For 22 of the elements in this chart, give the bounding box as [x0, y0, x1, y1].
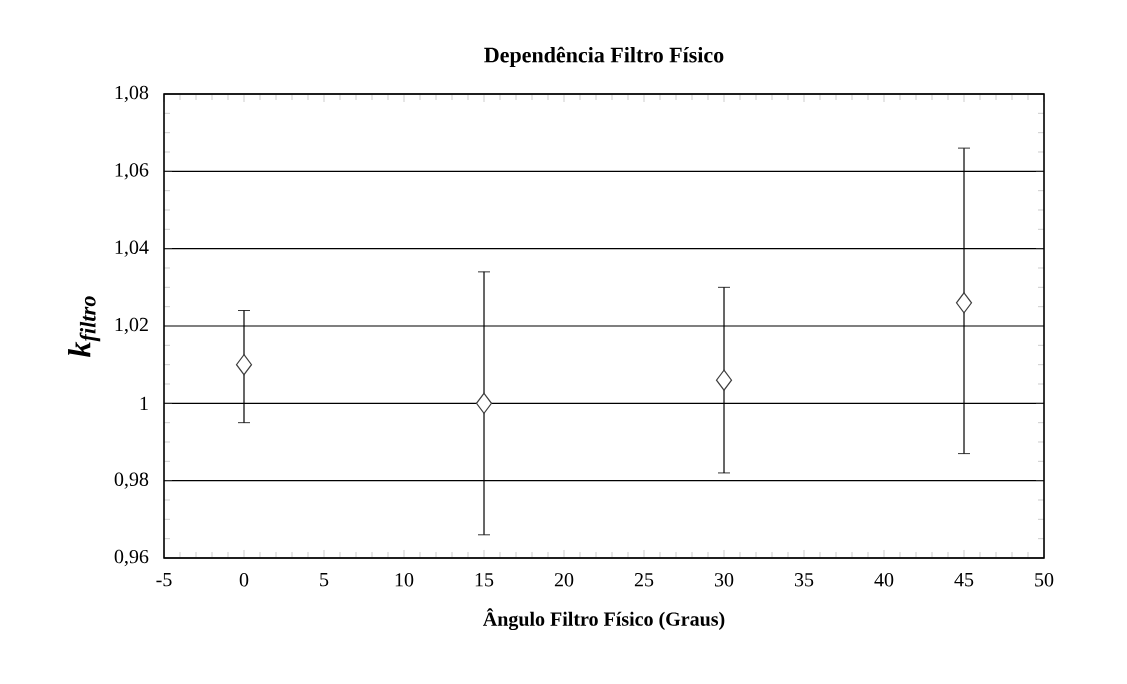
x-tick-label: 0	[239, 573, 249, 587]
x-axis-title: Ângulo Filtro Físico (Graus)	[482, 608, 725, 631]
y-tick-label: 1,08	[115, 85, 149, 103]
y-axis-title: k$_{filtro}$	[68, 296, 101, 358]
x-tick-label: 30	[714, 573, 734, 587]
x-tick-label: 10	[395, 573, 414, 587]
x-tick-label: 40	[874, 573, 894, 587]
y-tick-label: 0,98	[114, 472, 149, 489]
chart-title: Dependência Filtro Físico	[484, 46, 724, 67]
y-tick-label: 1,06	[115, 163, 149, 180]
y-tick-label: 0,96	[114, 549, 149, 567]
x-tick-label: 35	[794, 573, 814, 587]
y-tick-label: 1,02	[115, 317, 148, 335]
x-tick-label: 45	[954, 573, 974, 587]
x-tick-label: -5	[156, 573, 172, 587]
y-tick-label: 1	[140, 396, 148, 410]
x-tick-label: 50	[1035, 573, 1054, 587]
x-tick-label: 25	[634, 573, 654, 587]
x-tick-label: 5	[320, 573, 329, 587]
x-tick-label: 20	[554, 573, 574, 587]
y-tick-label: 1,04	[115, 240, 149, 257]
x-tick-label: 15	[475, 573, 494, 587]
